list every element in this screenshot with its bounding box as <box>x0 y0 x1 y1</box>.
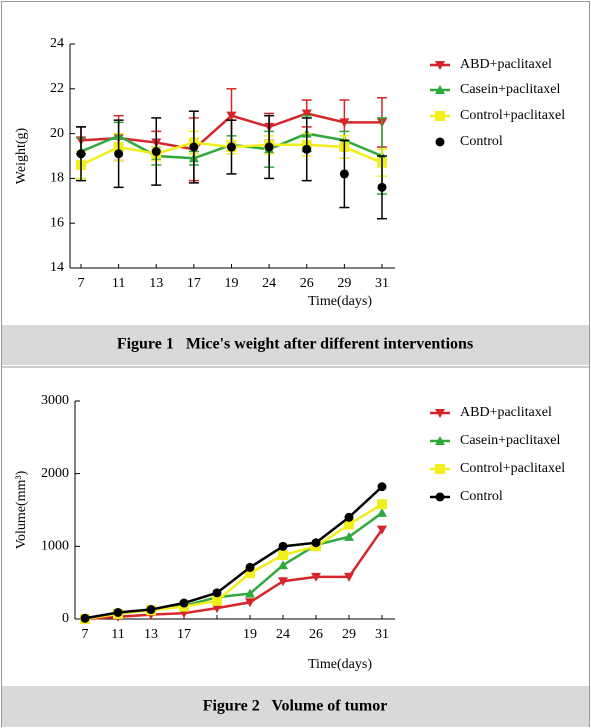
marker <box>245 598 255 608</box>
legend-label: Casein+paclitaxel <box>460 82 561 97</box>
x-tick-label: 26 <box>309 627 323 642</box>
legend-label: Control <box>460 134 503 149</box>
x-tick-label: 7 <box>82 627 89 642</box>
marker <box>344 572 354 582</box>
y-tick-label: 1000 <box>41 539 69 554</box>
marker <box>339 169 349 179</box>
marker <box>278 550 288 561</box>
y-axis-label: Volume(mm³) <box>14 470 29 549</box>
x-tick-label: 29 <box>342 627 356 642</box>
x-tick-label: 13 <box>149 276 163 291</box>
y-tick-label: 3000 <box>41 393 69 408</box>
y-tick-label: 16 <box>50 215 64 230</box>
marker <box>344 519 354 530</box>
x-tick-label: 11 <box>111 627 124 642</box>
marker <box>212 595 222 606</box>
caption-bar <box>2 325 589 365</box>
x-tick-label: 19 <box>243 627 257 642</box>
marker <box>76 149 86 159</box>
caption-bar <box>2 686 589 727</box>
x-tick-label: 24 <box>262 276 276 291</box>
marker <box>264 142 274 152</box>
marker <box>278 541 288 551</box>
marker <box>189 142 199 152</box>
marker <box>344 531 354 541</box>
legend-label: Control <box>460 489 503 504</box>
x-tick-label: 29 <box>337 276 351 291</box>
marker <box>114 149 124 159</box>
x-tick-label: 24 <box>276 627 290 642</box>
legend-label: Control+paclitaxel <box>460 108 565 123</box>
marker <box>226 111 237 121</box>
y-tick-label: 2000 <box>41 466 69 481</box>
marker <box>339 118 350 128</box>
marker <box>245 568 255 579</box>
y-tick-label: 24 <box>50 36 64 51</box>
marker <box>113 607 123 617</box>
marker <box>245 588 255 598</box>
marker <box>301 109 312 119</box>
marker <box>435 111 445 121</box>
x-tick-label: 13 <box>144 627 158 642</box>
marker <box>278 577 288 587</box>
marker <box>212 588 222 598</box>
x-axis-label: Time(days) <box>308 657 372 672</box>
y-tick-label: 0 <box>62 611 69 626</box>
marker <box>435 464 445 474</box>
legend-label: Control+paclitaxel <box>460 461 565 476</box>
marker <box>435 85 445 94</box>
marker <box>311 572 321 582</box>
x-tick-label: 31 <box>375 276 389 291</box>
legend-label: ABD+paclitaxel <box>460 405 552 420</box>
x-tick-label: 7 <box>78 276 85 291</box>
marker <box>212 604 222 614</box>
marker <box>377 525 387 535</box>
marker <box>311 538 321 548</box>
series-line <box>84 485 383 620</box>
x-axis-label: Time(days) <box>308 294 372 309</box>
x-tick-label: 11 <box>112 276 125 291</box>
marker <box>435 137 445 147</box>
marker <box>435 436 445 445</box>
marker <box>377 482 387 492</box>
marker <box>151 147 161 157</box>
marker <box>435 409 445 418</box>
marker <box>227 142 236 152</box>
y-tick-label: 22 <box>50 81 64 96</box>
y-tick-label: 18 <box>50 171 64 186</box>
marker <box>377 499 387 510</box>
x-tick-label: 17 <box>187 276 201 291</box>
marker <box>344 512 354 522</box>
marker <box>377 507 387 517</box>
marker <box>179 598 189 608</box>
marker <box>377 182 387 192</box>
marker <box>245 562 255 572</box>
marker <box>278 560 288 570</box>
x-tick-label: 31 <box>375 627 389 642</box>
x-tick-label: 17 <box>177 627 191 642</box>
marker <box>435 61 445 70</box>
marker <box>80 613 90 623</box>
series-line <box>84 528 384 621</box>
legend-label: ABD+paclitaxel <box>460 57 552 72</box>
caption: Figure 1 Mice's weight after different i… <box>117 336 473 353</box>
legend-label: Casein+paclitaxel <box>460 433 561 448</box>
caption: Figure 2 Volume of tumor <box>203 698 388 715</box>
y-tick-label: 14 <box>50 260 64 275</box>
y-axis-label: Weight(g) <box>14 127 29 184</box>
y-tick-label: 20 <box>50 126 64 141</box>
x-tick-label: 26 <box>300 276 314 291</box>
x-tick-label: 19 <box>225 276 239 291</box>
marker <box>435 492 445 502</box>
marker <box>146 605 156 615</box>
marker <box>302 144 312 154</box>
